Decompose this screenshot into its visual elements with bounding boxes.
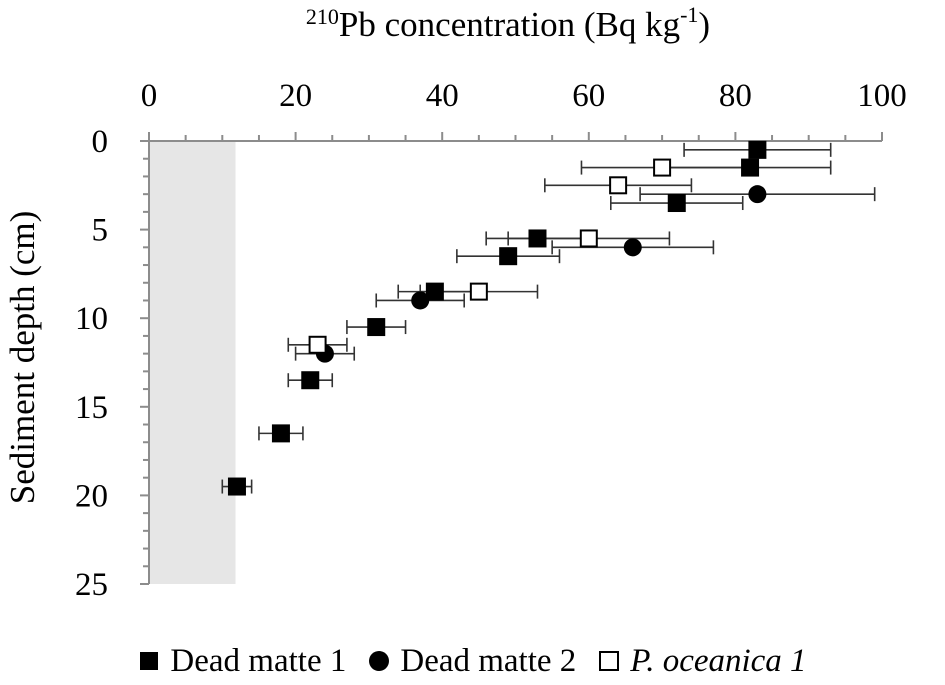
filled-square-marker-icon bbox=[138, 650, 160, 672]
legend-item-dead-matte-2: Dead matte 2 bbox=[368, 643, 576, 680]
data-point-p-oceanica-1 bbox=[579, 229, 598, 248]
x-tick-label: 80 bbox=[719, 78, 752, 114]
data-point-dead-matte-1 bbox=[667, 194, 686, 213]
y-axis-title: Sediment depth (cm) bbox=[3, 211, 42, 505]
x-axis-title-close: ) bbox=[698, 5, 710, 44]
data-point-p-oceanica-1 bbox=[609, 176, 628, 195]
x-axis-title-main: Pb concentration (Bq kg bbox=[339, 5, 680, 44]
x-axis-title-exponent: -1 bbox=[680, 2, 698, 27]
data-point-p-oceanica-1 bbox=[308, 335, 327, 354]
y-tick-label: 5 bbox=[92, 213, 109, 249]
data-point-dead-matte-2 bbox=[411, 291, 430, 310]
background-band bbox=[149, 141, 236, 584]
legend-label-dead-matte-2: Dead matte 2 bbox=[400, 642, 577, 679]
data-point-dead-matte-2 bbox=[748, 185, 767, 204]
data-point-p-oceanica-1 bbox=[469, 282, 488, 301]
y-tick-label: 15 bbox=[75, 390, 108, 426]
legend-item-p-oceanica-1: P. oceanica 1 bbox=[598, 642, 807, 680]
x-tick-label: 60 bbox=[572, 78, 605, 114]
data-point-dead-matte-1 bbox=[741, 158, 760, 177]
data-point-dead-matte-1 bbox=[227, 477, 246, 496]
legend-label-dead-matte-1: Dead matte 1 bbox=[170, 642, 347, 679]
data-point-dead-matte-1 bbox=[499, 247, 518, 266]
y-tick-label: 25 bbox=[75, 567, 108, 603]
x-axis-title: 210Pb concentration (Bq kg-1) bbox=[306, 2, 710, 44]
data-point-dead-matte-2 bbox=[623, 238, 642, 257]
open-square-marker-icon bbox=[598, 650, 620, 672]
filled-circle-marker-icon bbox=[368, 650, 390, 672]
x-tick-label: 40 bbox=[426, 78, 459, 114]
data-point-dead-matte-1 bbox=[367, 318, 386, 337]
data-point-dead-matte-1 bbox=[301, 371, 320, 390]
data-point-p-oceanica-1 bbox=[653, 158, 672, 177]
legend-label-p-oceanica-1: P. oceanica 1 bbox=[630, 642, 807, 679]
y-tick-label: 0 bbox=[92, 124, 109, 160]
legend-item-dead-matte-1: Dead matte 1 bbox=[138, 643, 346, 680]
data-point-dead-matte-1 bbox=[748, 140, 767, 159]
y-tick-label: 20 bbox=[75, 478, 108, 514]
x-tick-label: 100 bbox=[857, 78, 907, 114]
y-tick-label: 10 bbox=[75, 301, 108, 337]
legend: Dead matte 1 Dead matte 2 P. oceanica 1 bbox=[0, 638, 945, 684]
x-tick-label: 0 bbox=[141, 78, 158, 114]
x-tick-label: 20 bbox=[279, 78, 312, 114]
data-point-dead-matte-1 bbox=[528, 229, 547, 248]
data-point-dead-matte-1 bbox=[425, 282, 444, 301]
x-axis-title-isotope: 210 bbox=[306, 4, 339, 29]
data-point-dead-matte-1 bbox=[271, 424, 290, 443]
chart-svg: 0 20 40 60 80 100 0 5 10 15 20 25 210Pb concentratio… bbox=[3, 2, 907, 603]
